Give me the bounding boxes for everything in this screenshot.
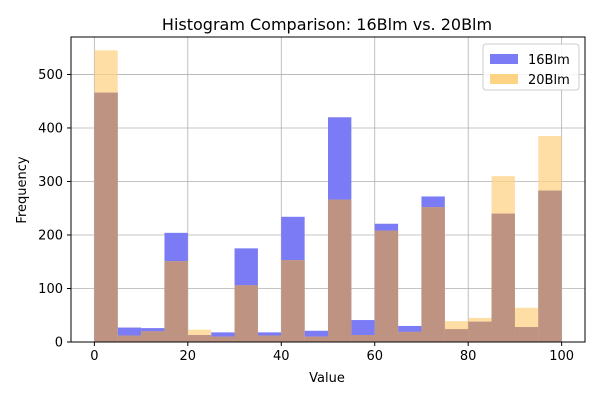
axes: 0 20 40 60 80 100 0 100 200 300 400 500 (38, 36, 586, 364)
histogram-bar-overlap (211, 336, 235, 342)
legend: 16Blm 20Blm (482, 43, 580, 91)
histogram-bar-overlap (304, 336, 328, 342)
histogram-bar-overlap (398, 331, 422, 342)
legend-swatch-20blm (490, 74, 518, 84)
histogram-bar-overlap (328, 199, 352, 342)
y-tick-label: 500 (38, 68, 63, 83)
legend-label-16blm: 16Blm (528, 53, 570, 68)
y-tick-label: 100 (38, 282, 63, 297)
x-axis-title: Value (309, 371, 345, 386)
histogram-bar-overlap (491, 213, 515, 342)
y-tick-label: 400 (38, 121, 63, 136)
histogram-bar-overlap (538, 190, 562, 342)
x-tick-label: 20 (180, 349, 197, 364)
x-tick-label: 100 (549, 349, 574, 364)
histogram-bar-overlap (514, 327, 539, 342)
x-tick-label: 0 (90, 349, 98, 364)
histogram-bar-overlap (187, 335, 212, 342)
y-tick-label: 300 (38, 175, 63, 190)
x-tick-label: 80 (460, 349, 477, 364)
y-tick-label: 200 (38, 228, 63, 243)
y-axis-title: Frequency (15, 156, 30, 223)
histogram-bar-overlap (351, 335, 375, 342)
histogram-bar-overlap (444, 329, 469, 342)
histogram-bar-overlap (281, 260, 305, 342)
histogram-bar-overlap (374, 230, 399, 342)
chart-title: Histogram Comparison: 16Blm vs. 20Blm (162, 15, 492, 34)
histogram-bar-overlap (141, 331, 165, 342)
histogram-bar-overlap (468, 321, 492, 342)
y-tick-label: 0 (55, 336, 63, 351)
histogram-bar-overlap (234, 285, 258, 342)
legend-swatch-16blm (490, 54, 518, 64)
x-tick-label: 60 (366, 349, 383, 364)
histogram-bar-overlap (94, 92, 118, 342)
histogram-bar-overlap (257, 335, 282, 342)
histogram-bar-overlap (164, 261, 188, 342)
histogram-bar-16blm (304, 330, 328, 342)
histogram-bar-overlap (117, 335, 142, 342)
histogram-bars (94, 50, 562, 343)
plot-frame (70, 36, 586, 343)
x-tick-label: 40 (273, 349, 290, 364)
histogram-bar-overlap (421, 207, 445, 342)
legend-label-20blm: 20Blm (528, 73, 570, 88)
